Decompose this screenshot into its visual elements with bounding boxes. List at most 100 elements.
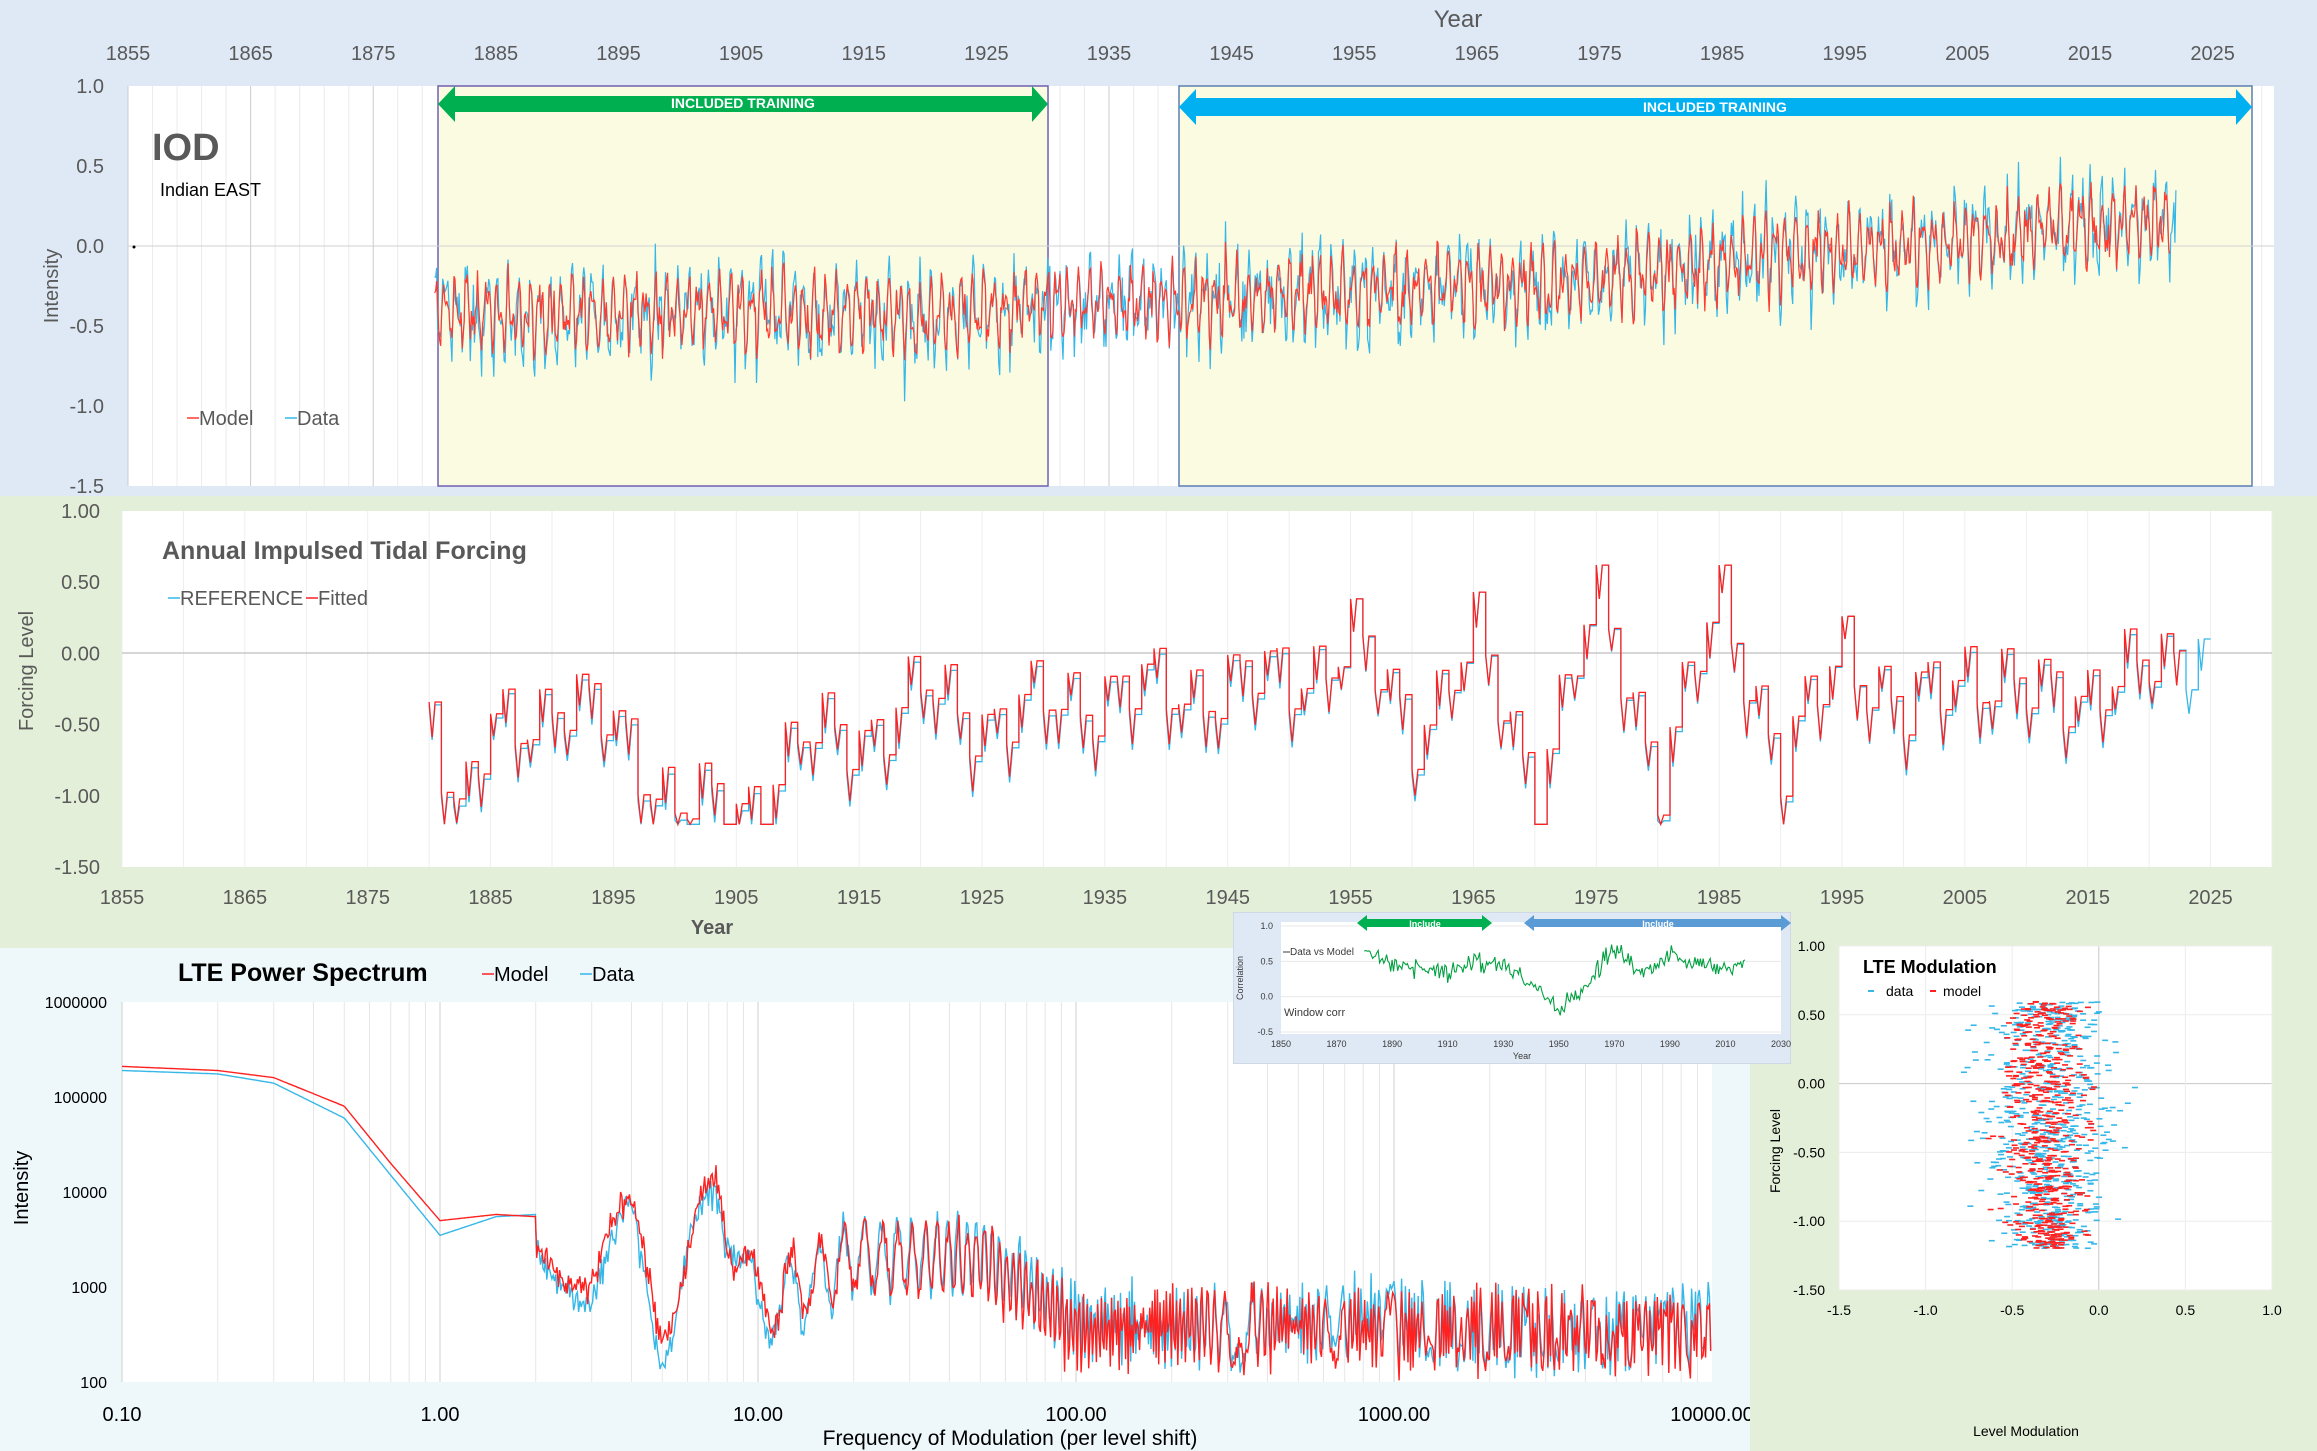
lte-y-tick: -0.50 (1793, 1144, 1825, 1160)
spectrum-y-axis-label: Intensity (11, 1151, 33, 1225)
forcing-year-tick: 1935 (1083, 887, 1128, 909)
inset-x-tick: 1930 (1493, 1039, 1513, 1049)
iod-year-tick: 1875 (351, 43, 396, 65)
spectrum-x-tick: 0.10 (103, 1404, 142, 1426)
spectrum-x-ticks: 0.10 1.00 10.00 100.00 1000.00 10000.00 (103, 1404, 1750, 1426)
lte-modulation-chart: -1.5 -1.0 -0.5 0.0 0.5 1.0 1.00 0.50 0.00 -0.50 -… (1767, 938, 2282, 1439)
inset-label: Window corr (1284, 1007, 1345, 1019)
lte-legend-data: data (1886, 983, 1913, 999)
forcing-year-tick: 1945 (1205, 887, 1250, 909)
forcing-y-tick: -1.50 (54, 857, 100, 879)
spectrum-legend-data: Data (592, 964, 635, 986)
spectrum-y-tick: 100 (80, 1375, 107, 1392)
iod-dot (132, 245, 136, 249)
forcing-legend-fitted: Fitted (318, 588, 368, 610)
forcing-year-tick: 1885 (468, 887, 513, 909)
iod-y-ticks: 1.0 0.5 0.0 -0.5 -1.0 -1.5 (70, 76, 104, 496)
spectrum-series (121, 1065, 1712, 1381)
inset-x-tick: 1850 (1271, 1039, 1291, 1049)
lte-y-tick: -1.00 (1793, 1213, 1825, 1229)
inset-x-tick: 2030 (1771, 1039, 1791, 1049)
lte-x-tick: -1.0 (1914, 1302, 1938, 1318)
lte-title: LTE Modulation (1863, 957, 1997, 977)
inset-arrow-1-label: Include (1409, 919, 1441, 929)
inset-y-tick: 1.0 (1260, 921, 1273, 931)
iod-legend-data: Data (297, 408, 340, 430)
iod-chart: INCLUDED TRAINING INCLUDED TRAINING 1855… (41, 6, 2274, 496)
lte-legend-model: model (1943, 983, 1981, 999)
forcing-y-tick: -0.50 (54, 715, 100, 737)
forcing-year-tick: 1975 (1574, 887, 1619, 909)
lte-y-tick: 1.00 (1798, 938, 1825, 954)
forcing-year-tick: 1925 (960, 887, 1005, 909)
inset-plot-area (1281, 922, 1781, 1034)
lte-x-tick: -1.5 (1827, 1302, 1851, 1318)
iod-y-tick: -1.5 (70, 476, 104, 496)
inset-arrow-1 (1357, 915, 1492, 931)
lte-y-axis-label: Forcing Level (1767, 1109, 1783, 1193)
iod-year-tick: 1855 (106, 43, 151, 65)
forcing-year-tick: 2015 (2065, 887, 2110, 909)
iod-y-tick: 0.5 (76, 156, 104, 178)
forcing-title: Annual Impulsed Tidal Forcing (162, 537, 527, 565)
spectrum-x-axis-label: Frequency of Modulation (per level shift… (823, 1427, 1198, 1450)
power-spectrum-chart: 0.10 1.00 10.00 100.00 1000.00 10000.00 10000… (11, 959, 1750, 1450)
iod-year-tick: 1955 (1332, 43, 1377, 65)
training-arrow-2 (1179, 89, 2252, 125)
iod-year-tick: 1935 (1087, 43, 1132, 65)
iod-year-tick: 2025 (2190, 43, 2235, 65)
forcing-year-tick: 1995 (1820, 887, 1865, 909)
iod-y-tick: 0.0 (76, 236, 104, 258)
iod-series (434, 156, 2177, 402)
lte-y-tick: -1.50 (1793, 1282, 1825, 1298)
forcing-y-ticks: 1.00 0.50 0.00 -0.50 -1.00 -1.50 (54, 501, 100, 879)
spectrum-model-line (122, 1065, 1712, 1381)
forcing-year-ticks: 1855 1865 1875 1885 1895 1905 1915 1925 1935 1945… (100, 887, 2233, 909)
forcing-year-tick: 1985 (1697, 887, 1742, 909)
inset-series (1364, 944, 1746, 1016)
iod-year-tick: 1885 (474, 43, 519, 65)
iod-year-tick: 1915 (842, 43, 887, 65)
forcing-fitted-line (428, 564, 2186, 827)
inset-x-tick: 1950 (1549, 1039, 1569, 1049)
iod-title: IOD (152, 127, 220, 169)
iod-year-tick: 2005 (1945, 43, 1990, 65)
iod-model-line (434, 182, 2171, 361)
iod-year-tick: 1895 (596, 43, 641, 65)
inset-y-axis-label: Correlation (1235, 956, 1245, 1000)
iod-year-tick: 1905 (719, 43, 764, 65)
forcing-year-tick: 1905 (714, 887, 759, 909)
lte-x-ticks: -1.5 -1.0 -0.5 0.0 0.5 1.0 (1827, 1302, 2282, 1318)
lte-x-axis-label: Level Modulation (1973, 1423, 2079, 1439)
iod-y-tick: -0.5 (70, 316, 104, 338)
iod-subtitle: Indian EAST (160, 180, 261, 200)
inset-legend: Data vs Model (1290, 947, 1354, 958)
spectrum-y-tick: 1000000 (45, 995, 107, 1012)
iod-year-tick: 1985 (1700, 43, 1745, 65)
spectrum-x-tick: 10.00 (733, 1404, 783, 1426)
forcing-year-tick: 1895 (591, 887, 636, 909)
iod-y-axis-label: Intensity (41, 249, 63, 323)
inset-arrow-2 (1524, 915, 1791, 931)
lte-y-tick: 0.50 (1798, 1007, 1825, 1023)
forcing-y-tick: -1.00 (54, 786, 100, 808)
inset-x-tick: 1870 (1327, 1039, 1347, 1049)
lte-y-tick: 0.00 (1798, 1076, 1825, 1092)
forcing-year-tick: 1855 (100, 887, 145, 909)
spectrum-title: LTE Power Spectrum (178, 959, 428, 987)
inset-x-ticks: 1850 1870 1890 1910 1930 1950 1970 1990 2010 2030 (1271, 1039, 1791, 1049)
lte-y-ticks: 1.00 0.50 0.00 -0.50 -1.00 -1.50 (1793, 938, 1825, 1298)
iod-year-ticks: 1855 1865 1875 1885 1895 1905 1915 1925 1935 1945… (106, 43, 2235, 65)
forcing-year-tick: 1865 (223, 887, 268, 909)
iod-x-axis-label: Year (1434, 6, 1483, 33)
forcing-year-tick: 1965 (1451, 887, 1496, 909)
inset-x-tick: 1970 (1604, 1039, 1624, 1049)
forcing-year-tick: 1915 (837, 887, 882, 909)
inset-x-tick: 1910 (1438, 1039, 1458, 1049)
training-arrow-2-label: INCLUDED TRAINING (1643, 99, 1787, 115)
spectrum-x-tick: 1.00 (421, 1404, 460, 1426)
lte-x-tick: -0.5 (2000, 1302, 2024, 1318)
lte-x-tick: 0.5 (2176, 1302, 2196, 1318)
inset-correlation-line (1364, 944, 1746, 1016)
inset-x-tick: 2010 (1715, 1039, 1735, 1049)
